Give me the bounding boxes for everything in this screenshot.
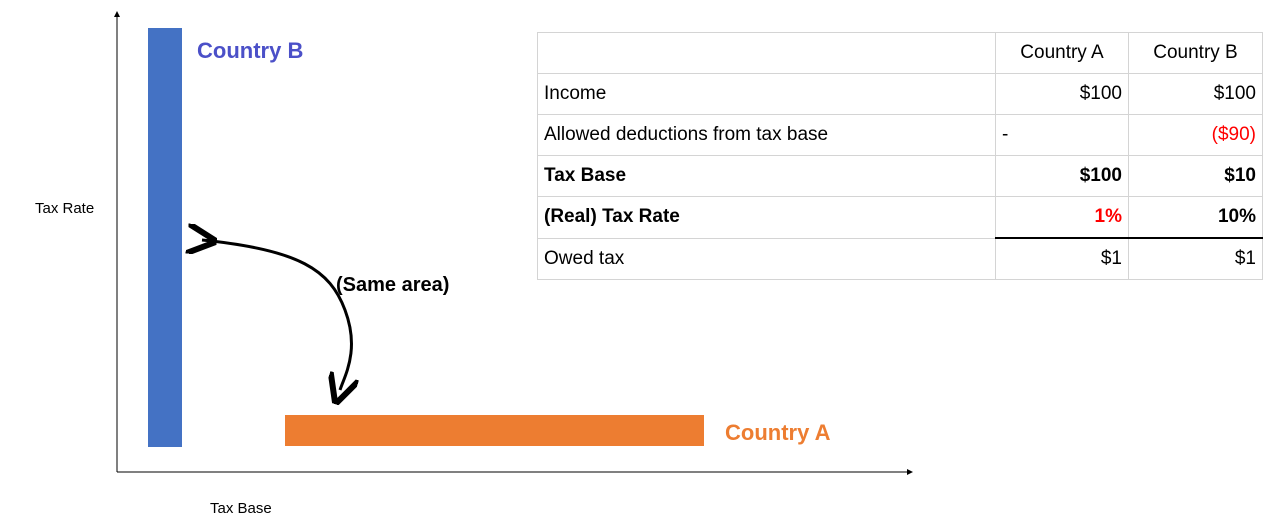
row: Income $100 $100 xyxy=(537,73,1263,115)
tax-table: Country A Country B Income $100 $100 All… xyxy=(537,32,1263,280)
cell: Allowed deductions from tax base xyxy=(537,114,996,156)
header-cell xyxy=(537,32,996,74)
cell: (Real) Tax Rate xyxy=(537,196,996,239)
country-a-bar xyxy=(285,415,704,446)
y-axis-label: Tax Rate xyxy=(35,200,94,217)
header-cell: Country A xyxy=(995,32,1129,74)
cell: $100 xyxy=(995,73,1129,115)
x-axis-label: Tax Base xyxy=(210,500,272,517)
cell: $1 xyxy=(1128,237,1263,280)
cell: Tax Base xyxy=(537,155,996,197)
arrow xyxy=(202,240,351,390)
country-b-bar xyxy=(148,28,182,447)
country-a-label: Country A xyxy=(725,420,831,445)
row: Allowed deductions from tax base - ($90) xyxy=(537,114,1263,156)
cell: 10% xyxy=(1128,196,1263,239)
cell: $100 xyxy=(1128,73,1263,115)
header-cell: Country B xyxy=(1128,32,1263,74)
cell: ($90) xyxy=(1128,114,1263,156)
cell: 1% xyxy=(995,196,1129,239)
cell: Income xyxy=(537,73,996,115)
header-row: Country A Country B xyxy=(537,32,1263,74)
cell: $10 xyxy=(1128,155,1263,197)
cell: - xyxy=(995,114,1129,156)
row: Owed tax $1 $1 xyxy=(537,237,1263,280)
country-b-label: Country B xyxy=(197,38,303,63)
cell: Owed tax xyxy=(537,237,996,280)
cell: $100 xyxy=(995,155,1129,197)
cell: $1 xyxy=(995,237,1129,280)
annotation: (Same area) xyxy=(336,274,449,296)
row: Tax Base $100 $10 xyxy=(537,155,1263,197)
row: (Real) Tax Rate 1% 10% xyxy=(537,196,1263,239)
